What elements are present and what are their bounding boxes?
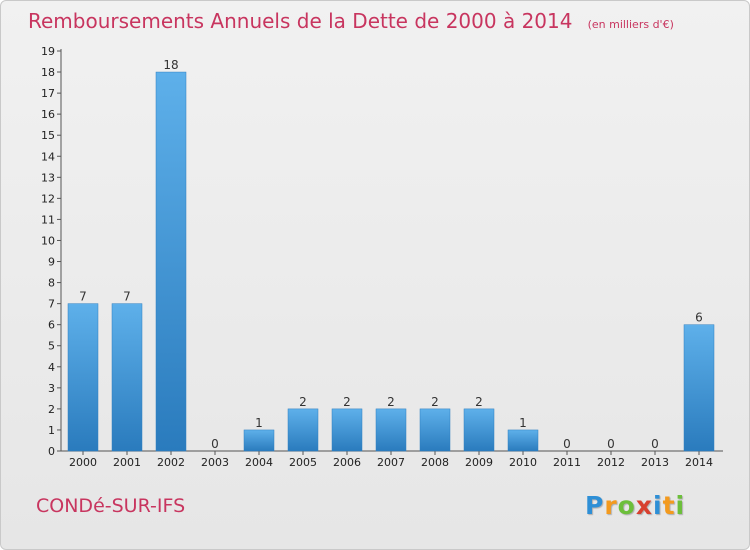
data-label: 2 [299,395,307,409]
x-tick-label: 2013 [641,456,669,469]
y-tick-label: 16 [41,108,55,121]
logo-letter: i [653,491,663,520]
y-tick-label: 10 [41,234,55,247]
bar [111,303,143,452]
title-main: Remboursements Annuels de la Dette de 20… [28,9,573,33]
y-tick-label: 0 [48,445,55,458]
y-tick-label: 5 [48,340,55,353]
data-label: 0 [651,437,659,451]
data-label: 0 [563,437,571,451]
bar [331,408,363,452]
data-label: 7 [79,290,87,304]
x-tick-label: 2001 [113,456,141,469]
bar [375,408,407,452]
logo-letter: x [635,491,653,520]
x-tick-label: 2011 [553,456,581,469]
x-tick-label: 2012 [597,456,625,469]
x-tick-label: 2003 [201,456,229,469]
title-unit: (en milliers d'€) [587,18,674,31]
data-label: 7 [123,290,131,304]
commune-name: CONDé-SUR-IFS [36,495,186,517]
logo-letter: r [604,491,618,520]
x-tick-label: 2014 [685,456,713,469]
x-tick-label: 2002 [157,456,185,469]
y-tick-label: 4 [48,361,55,374]
y-tick-label: 18 [41,66,55,79]
y-tick-label: 12 [41,192,55,205]
data-label: 1 [519,416,527,430]
bar [287,408,319,452]
bar [243,429,275,452]
data-label: 18 [163,58,178,72]
y-tick-label: 8 [48,277,55,290]
y-tick-label: 13 [41,171,55,184]
y-tick-label: 1 [48,424,55,437]
y-tick-label: 17 [41,87,55,100]
y-tick-label: 11 [41,213,55,226]
x-tick-label: 2008 [421,456,449,469]
bar [507,429,539,452]
x-tick-label: 2010 [509,456,537,469]
y-tick-label: 7 [48,298,55,311]
x-tick-label: 2007 [377,456,405,469]
data-label: 0 [211,437,219,451]
data-label: 2 [343,395,351,409]
data-label: 0 [607,437,615,451]
bar [683,324,715,452]
y-tick-label: 3 [48,382,55,395]
logo-letter: o [617,491,636,520]
logo-letter: P [585,491,605,520]
x-tick-label: 2004 [245,456,273,469]
logo-letter: i [675,491,686,520]
bars [67,71,715,452]
y-tick-label: 9 [48,256,55,269]
bar [463,408,495,452]
x-tick-label: 2009 [465,456,493,469]
y-tick-label: 6 [48,319,55,332]
y-tick-label: 15 [41,129,55,142]
x-tick-label: 2006 [333,456,361,469]
chart-title: Remboursements Annuels de la Dette de 20… [28,9,674,33]
logo-letter: t [662,491,676,520]
x-tick-label: 2000 [69,456,97,469]
bar [67,303,99,452]
data-label: 2 [475,395,483,409]
data-label: 1 [255,416,263,430]
x-tick-label: 2005 [289,456,317,469]
y-tick-label: 14 [41,150,55,163]
proxiti-logo[interactable]: Proxiti [585,491,685,520]
data-label: 2 [431,395,439,409]
data-label: 2 [387,395,395,409]
y-tick-label: 19 [41,45,55,58]
bar [155,71,187,452]
bar [419,408,451,452]
data-label: 6 [695,311,703,325]
labels: 7 7 18 0 1 2 2 2 2 2 1 0 0 0 6 [79,58,703,451]
y-tick-label: 2 [48,403,55,416]
